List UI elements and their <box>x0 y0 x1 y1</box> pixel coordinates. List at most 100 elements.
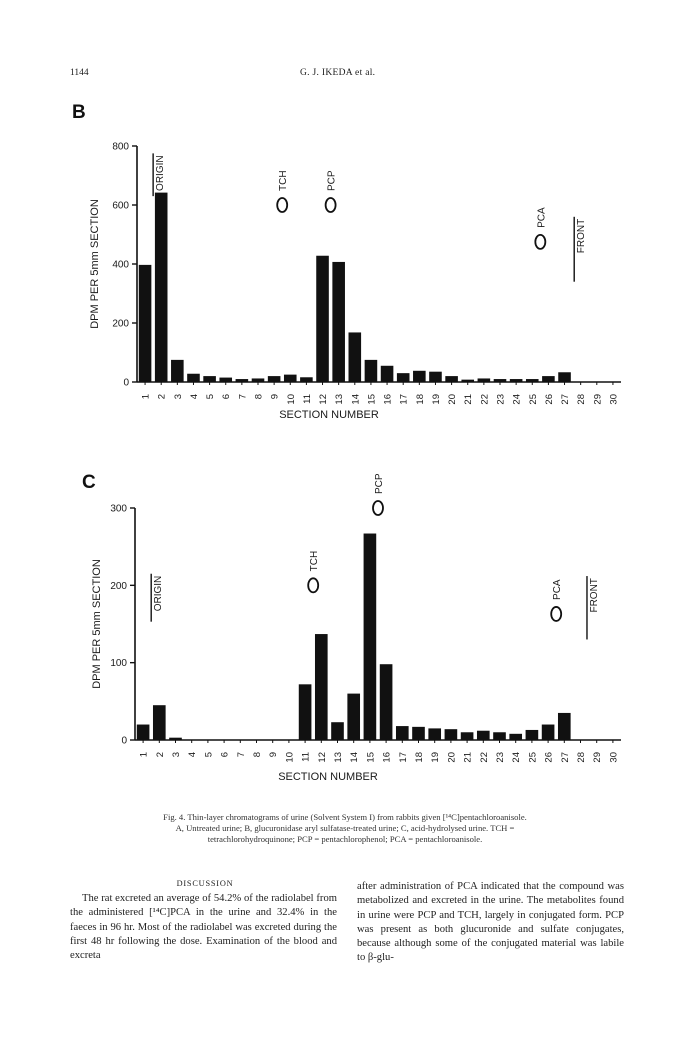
x-tick-label: 30 <box>608 752 619 763</box>
bar <box>476 730 490 740</box>
x-tick-label: 29 <box>592 394 603 405</box>
body-text-left-column: The rat excreted an average of 54.2% of … <box>70 892 337 963</box>
marker-label-tch: TCH <box>278 170 289 191</box>
y-tick-label: 800 <box>112 142 129 153</box>
x-tick-label: 4 <box>187 752 198 757</box>
x-tick-label: 7 <box>236 752 247 757</box>
body-text-right-column: after administration of PCA indicated th… <box>357 880 624 966</box>
y-tick-label: 100 <box>110 658 127 669</box>
panel-label-b: B <box>72 102 86 123</box>
x-tick-label: 8 <box>254 394 265 399</box>
figure-caption: Fig. 4. Thin-layer chromatograms of urin… <box>92 812 598 845</box>
bar <box>525 729 539 740</box>
bar <box>379 664 393 740</box>
x-tick-label: 27 <box>560 752 571 763</box>
marker-label-pcp: PCP <box>374 473 385 494</box>
bar <box>171 359 184 382</box>
x-tick-label: 24 <box>511 752 522 763</box>
x-tick-label: 25 <box>528 394 539 405</box>
caption-line: A, Untreated urine; B, glucuronidase ary… <box>175 823 515 833</box>
x-tick-label: 21 <box>463 394 474 405</box>
bar <box>203 376 216 382</box>
bar <box>298 684 312 740</box>
marker-label-pcp: PCP <box>327 170 338 191</box>
bar <box>348 332 362 382</box>
y-tick-label: 300 <box>110 504 127 515</box>
x-tick-label: 22 <box>479 394 490 405</box>
x-tick-label: 21 <box>463 752 474 763</box>
marker-label-tch: TCH <box>309 551 320 572</box>
y-tick-label: 0 <box>123 378 129 389</box>
y-tick-label: 0 <box>121 736 127 747</box>
x-tick-label: 12 <box>318 394 329 405</box>
x-tick-label: 26 <box>544 394 555 405</box>
paragraph: The rat excreted an average of 54.2% of … <box>70 893 337 962</box>
marker-label-front: FRONT <box>576 219 587 253</box>
y-tick-label: 400 <box>112 260 129 271</box>
section-heading-discussion: DISCUSSION <box>176 879 234 888</box>
x-tick-label: 5 <box>203 752 214 757</box>
y-axis-label: DPM PER 5mm SECTION <box>91 559 103 689</box>
bar <box>314 634 328 740</box>
x-tick-label: 14 <box>349 752 360 763</box>
bar <box>460 732 474 740</box>
x-tick-label: 20 <box>447 394 458 405</box>
x-tick-label: 13 <box>334 394 345 405</box>
x-tick-label: 28 <box>576 394 587 405</box>
x-tick-label: 20 <box>446 752 457 763</box>
bar <box>428 728 442 740</box>
bar <box>396 373 410 382</box>
x-tick-label: 13 <box>333 752 344 763</box>
x-tick-label: 9 <box>268 752 279 757</box>
bar <box>331 722 344 740</box>
x-tick-label: 23 <box>495 752 506 763</box>
caption-line: tetrachlorohydroquinone; PCP = pentachlo… <box>207 834 483 844</box>
bar <box>445 376 458 382</box>
bar <box>429 371 442 382</box>
marker-label-pca: PCA <box>536 207 547 228</box>
x-tick-label: 6 <box>221 394 232 399</box>
marker-circle-pca <box>534 233 547 250</box>
bar <box>493 379 507 382</box>
bar <box>235 379 249 382</box>
bar <box>267 376 281 382</box>
marker-label-front: FRONT <box>589 578 600 612</box>
x-tick-label: 24 <box>512 394 523 405</box>
y-tick-label: 600 <box>112 201 129 212</box>
bar <box>364 359 378 382</box>
x-tick-label: 25 <box>527 752 538 763</box>
x-tick-label: 23 <box>496 394 507 405</box>
x-tick-label: 3 <box>173 394 184 399</box>
bar <box>541 724 555 740</box>
bar <box>444 729 458 740</box>
marker-label-origin: ORIGIN <box>153 576 164 612</box>
bar <box>251 378 265 382</box>
bar <box>558 372 571 382</box>
x-tick-label: 7 <box>237 394 248 399</box>
x-tick-label: 11 <box>301 752 312 762</box>
bar <box>395 726 409 740</box>
bar <box>316 255 329 382</box>
x-tick-label: 6 <box>220 752 231 757</box>
bar <box>332 261 345 382</box>
x-tick-label: 27 <box>560 394 571 405</box>
bar <box>347 693 361 740</box>
bar <box>412 726 425 740</box>
x-tick-label: 16 <box>382 752 393 763</box>
x-tick-label: 30 <box>608 394 619 405</box>
x-axis-label: SECTION NUMBER <box>279 409 379 421</box>
x-tick-label: 18 <box>414 752 425 763</box>
x-tick-label: 9 <box>270 394 281 399</box>
x-tick-label: 17 <box>398 752 409 763</box>
x-tick-label: 10 <box>284 752 295 763</box>
x-tick-label: 4 <box>189 394 200 399</box>
bar <box>509 379 523 382</box>
marker-circle-pcp <box>372 500 384 516</box>
bar <box>283 374 297 382</box>
bar <box>461 379 475 382</box>
x-tick-label: 11 <box>302 394 313 404</box>
x-tick-label: 14 <box>350 394 361 405</box>
x-tick-label: 16 <box>383 394 394 405</box>
